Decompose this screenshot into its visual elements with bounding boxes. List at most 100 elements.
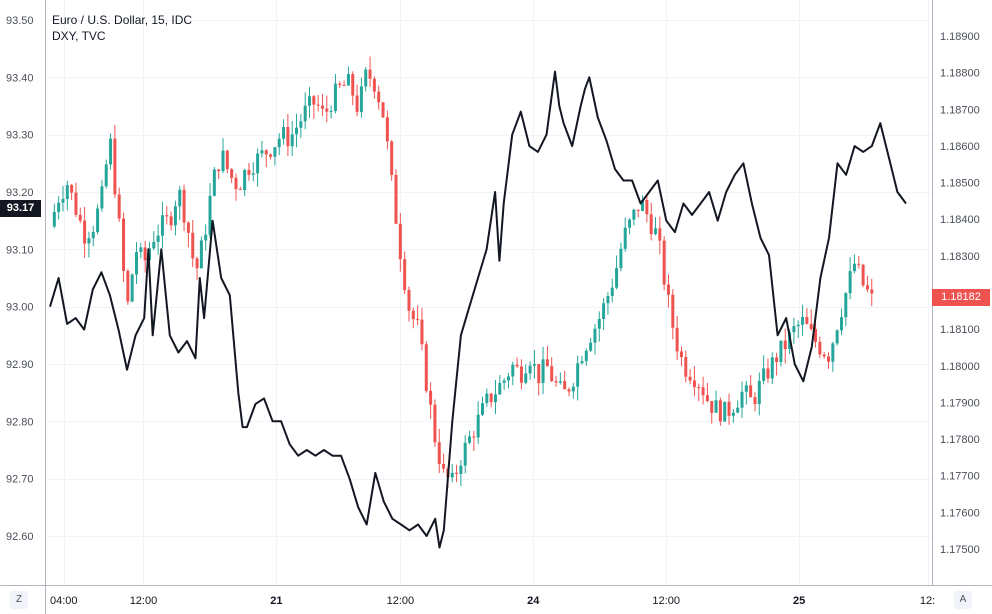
time-tick-label: 12:: [920, 595, 935, 607]
candle-body: [450, 472, 454, 478]
candle-body: [96, 208, 100, 233]
time-tick-label: 12:00: [652, 595, 680, 607]
legend-overlay-series[interactable]: DXY, TVC: [52, 29, 106, 43]
candle-body: [61, 198, 65, 203]
right-axis[interactable]: 1.18900 1.18800 1.18700 1.18600 1.18500 1.184…: [940, 31, 980, 556]
candle-body: [822, 354, 826, 357]
candle-body: [857, 263, 861, 265]
candle-body: [485, 393, 489, 404]
candle-body: [814, 329, 818, 342]
candle-body: [831, 343, 835, 362]
candle-body: [282, 127, 286, 139]
candle-body: [532, 364, 536, 366]
candle-body: [796, 324, 800, 327]
candle-body: [329, 111, 333, 113]
candle-body: [442, 463, 446, 469]
candle-body: [264, 150, 268, 155]
left-tick-label: 93.00: [6, 302, 34, 314]
left-tick-label: 93.20: [6, 187, 34, 199]
candle-body: [723, 401, 727, 422]
left-axis-toggle-button[interactable]: Z: [10, 591, 28, 609]
right-tick-label: 1.18300: [940, 251, 980, 263]
candle-body: [247, 170, 251, 175]
legend-main-series[interactable]: Euro / U.S. Dollar, 15, IDC: [52, 13, 193, 27]
candle-body: [78, 214, 82, 221]
candle-body: [861, 264, 865, 286]
candle-body: [243, 170, 247, 190]
candle-body: [139, 247, 143, 253]
candle-body: [364, 69, 368, 87]
candle-body: [762, 368, 766, 381]
candle-body: [195, 258, 199, 269]
candle-body: [459, 465, 463, 474]
candle-body: [749, 385, 753, 398]
candle-body: [65, 185, 69, 199]
candle-body: [658, 228, 662, 241]
candle-body: [277, 138, 281, 148]
candle-body: [342, 85, 346, 87]
candle-body: [589, 342, 593, 351]
candle-body: [576, 363, 580, 387]
candle-body: [359, 86, 363, 112]
candle-body: [286, 127, 290, 147]
left-axis[interactable]: 93.50 93.40 93.30 93.20 93.10 93.00 92.90 92.80…: [6, 15, 34, 543]
right-axis-toggle-button[interactable]: A: [954, 591, 972, 609]
candle-body: [390, 141, 394, 175]
candle-body: [554, 381, 558, 383]
candle-body: [718, 400, 722, 422]
right-tick-label: 1.18700: [940, 104, 980, 116]
candle-body: [355, 95, 359, 112]
left-tick-label: 93.30: [6, 130, 34, 142]
candle-body: [437, 442, 441, 464]
time-tick-label: 25: [793, 595, 805, 607]
dxy-line: [49, 70, 907, 549]
candle-body: [269, 154, 273, 157]
right-tick-label: 1.18000: [940, 361, 980, 373]
time-tick-label: 21: [270, 595, 282, 607]
candle-body: [109, 138, 113, 165]
candle-body: [506, 376, 510, 381]
candle-body: [515, 364, 519, 367]
candle-body: [641, 199, 645, 211]
candle-body: [636, 209, 640, 211]
candle-body: [498, 382, 502, 395]
candle-body: [186, 222, 190, 233]
candle-body: [368, 69, 372, 79]
candle-body: [775, 357, 779, 362]
candle-body: [852, 263, 856, 272]
left-tick-label: 92.90: [6, 359, 34, 371]
candle-body: [519, 366, 523, 383]
candle-body: [870, 289, 874, 294]
right-tick-label: 1.17500: [940, 544, 980, 556]
time-axis[interactable]: 04:00 12:00 21 12:00 24 12:00 25 12:: [50, 595, 935, 607]
candle-body: [463, 442, 467, 466]
candle-body: [156, 235, 160, 242]
candle-body: [117, 194, 121, 219]
candle-body: [558, 381, 562, 383]
candle-body: [91, 232, 95, 239]
candle-body: [783, 340, 787, 350]
candle-body: [256, 153, 260, 174]
candle-body: [191, 232, 195, 259]
candle-body: [766, 368, 770, 379]
right-tick-label: 1.17900: [940, 397, 980, 409]
left-tick-label: 92.70: [6, 474, 34, 486]
candle-body: [173, 206, 177, 226]
candle-body: [688, 376, 692, 381]
candle-body: [528, 365, 532, 374]
right-tick-label: 1.18900: [940, 31, 980, 43]
candle-body: [714, 400, 718, 413]
grid: [46, 0, 932, 585]
candle-body: [165, 215, 169, 217]
left-tick-label: 93.50: [6, 15, 34, 27]
candle-body: [567, 389, 571, 392]
candle-body: [801, 316, 805, 325]
eurusd-candles: [52, 56, 874, 488]
candle-body: [403, 259, 407, 290]
candle-body: [770, 357, 774, 379]
candle-body: [87, 238, 91, 244]
candle-body: [122, 218, 126, 271]
candle-body: [338, 83, 342, 86]
candle-body: [705, 395, 709, 402]
